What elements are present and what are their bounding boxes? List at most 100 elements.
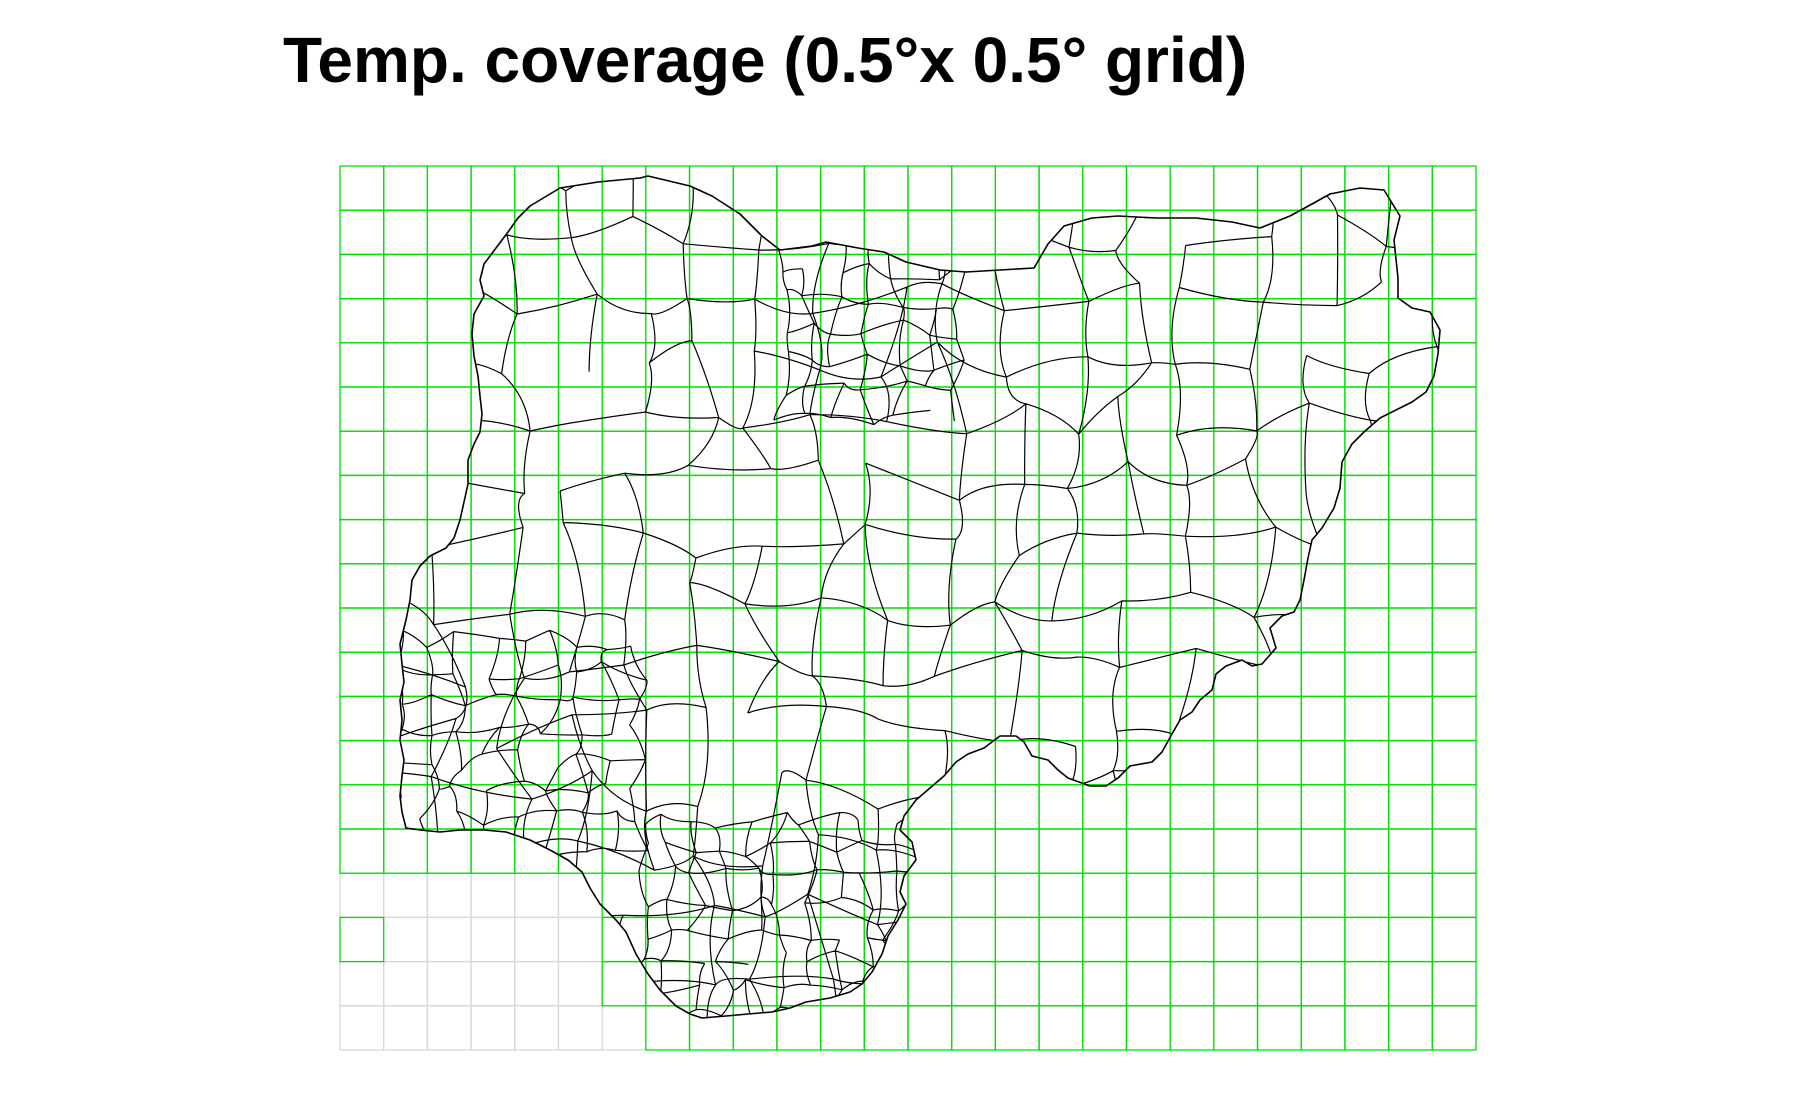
grid-cell-covered [776, 695, 822, 742]
grid-cell-covered [863, 651, 909, 698]
grid-cell-covered [1300, 695, 1346, 742]
grid-cell-covered [557, 563, 603, 609]
grid-cell-uncovered [470, 916, 516, 963]
grid-cell-covered [645, 165, 691, 211]
grid-cell-covered [645, 563, 691, 609]
grid-cell-covered [1038, 165, 1084, 211]
grid-cell-covered [951, 209, 997, 256]
grid-cell-covered [1431, 209, 1477, 256]
grid-cell-covered [1169, 784, 1215, 830]
grid-cell-covered [1344, 828, 1390, 874]
grid-cell-covered [514, 209, 560, 256]
grid-cell-covered [1038, 916, 1084, 963]
grid-cell-covered [1213, 739, 1259, 786]
grid-cell-covered [907, 872, 953, 919]
map-title: Temp. coverage (0.5°x 0.5° grid) [283, 24, 1248, 96]
grid-cell-covered [1038, 297, 1084, 344]
grid-cell-covered [1387, 386, 1433, 432]
grid-cell-covered [776, 563, 822, 609]
grid-cell-covered [951, 784, 997, 830]
grid-cell-covered [339, 563, 385, 609]
grid-cell-covered [994, 1005, 1040, 1051]
grid-cell-covered [383, 474, 429, 521]
grid-cell-covered [1213, 209, 1259, 256]
grid-cell-covered [951, 960, 997, 1007]
grid-cell-covered [688, 695, 734, 742]
grid-cell-covered [1038, 1005, 1084, 1051]
grid-cell-covered [1169, 386, 1215, 432]
grid-layer [339, 165, 1477, 1051]
grid-cell-covered [776, 297, 822, 344]
grid-cell-covered [819, 165, 865, 211]
district-boundary [400, 629, 649, 860]
grid-cell-covered [1256, 916, 1302, 963]
grid-cell-covered [1082, 386, 1128, 432]
grid-cell-covered [1387, 297, 1433, 344]
grid-cell-covered [1256, 563, 1302, 609]
grid-cell-covered [1125, 1005, 1171, 1051]
grid-cell-covered [1038, 872, 1084, 919]
grid-cell-covered [994, 695, 1040, 742]
grid-cell-covered [688, 651, 734, 698]
grid-cell-covered [776, 518, 822, 565]
grid-cell-uncovered [514, 960, 560, 1007]
grid-cell-covered [1256, 828, 1302, 874]
grid-cell-covered [1169, 828, 1215, 874]
grid-cell-covered [1256, 430, 1302, 477]
grid-cell-covered [1387, 518, 1433, 565]
grid-cell-covered [383, 430, 429, 477]
grid-cell-covered [1300, 1005, 1346, 1051]
grid-cell-covered [1431, 872, 1477, 919]
grid-cell-uncovered [426, 916, 472, 963]
grid-cell-uncovered [339, 872, 385, 919]
grid-cell-covered [1169, 960, 1215, 1007]
grid-cell-covered [1387, 607, 1433, 653]
grid-cell-covered [776, 607, 822, 653]
grid-cell-covered [907, 209, 953, 256]
grid-cell-covered [645, 739, 691, 786]
grid-cell-covered [383, 563, 429, 609]
grid-cell-covered [1082, 297, 1128, 344]
grid-cell-covered [1431, 253, 1477, 300]
grid-cell-covered [1344, 297, 1390, 344]
grid-cell-uncovered [383, 1005, 429, 1051]
grid-cell-uncovered [470, 872, 516, 919]
grid-cell-covered [994, 784, 1040, 830]
grid-cell-covered [1344, 960, 1390, 1007]
grid-cell-covered [1213, 784, 1259, 830]
grid-cell-covered [470, 784, 516, 830]
grid-cell-covered [951, 430, 997, 477]
grid-cell-covered [907, 253, 953, 300]
grid-cell-covered [339, 916, 385, 963]
grid-cell-covered [470, 165, 516, 211]
grid-cell-covered [1344, 518, 1390, 565]
grid-cell-covered [1344, 430, 1390, 477]
grid-cell-covered [907, 1005, 953, 1051]
grid-cell-covered [1256, 651, 1302, 698]
grid-cell-uncovered [383, 916, 429, 963]
grid-cell-uncovered [339, 960, 385, 1007]
grid-cell-covered [1256, 695, 1302, 742]
grid-cell-covered [951, 1005, 997, 1051]
grid-cell-covered [339, 297, 385, 344]
grid-cell-covered [1038, 253, 1084, 300]
grid-cell-covered [1431, 960, 1477, 1007]
grid-cell-covered [907, 607, 953, 653]
grid-cell-covered [339, 784, 385, 830]
grid-cell-uncovered [426, 872, 472, 919]
grid-cell-covered [863, 209, 909, 256]
grid-cell-covered [1082, 872, 1128, 919]
grid-cell-covered [1344, 739, 1390, 786]
grid-cell-covered [1387, 784, 1433, 830]
grid-cell-covered [601, 386, 647, 432]
grid-cell-covered [819, 297, 865, 344]
grid-cell-covered [863, 165, 909, 211]
grid-cell-covered [1387, 828, 1433, 874]
grid-cell-covered [907, 739, 953, 786]
grid-cell-covered [1387, 960, 1433, 1007]
grid-cell-covered [994, 739, 1040, 786]
grid-cell-uncovered [470, 1005, 516, 1051]
grid-cell-covered [339, 342, 385, 388]
grid-cell-covered [1125, 607, 1171, 653]
grid-cell-covered [1431, 430, 1477, 477]
